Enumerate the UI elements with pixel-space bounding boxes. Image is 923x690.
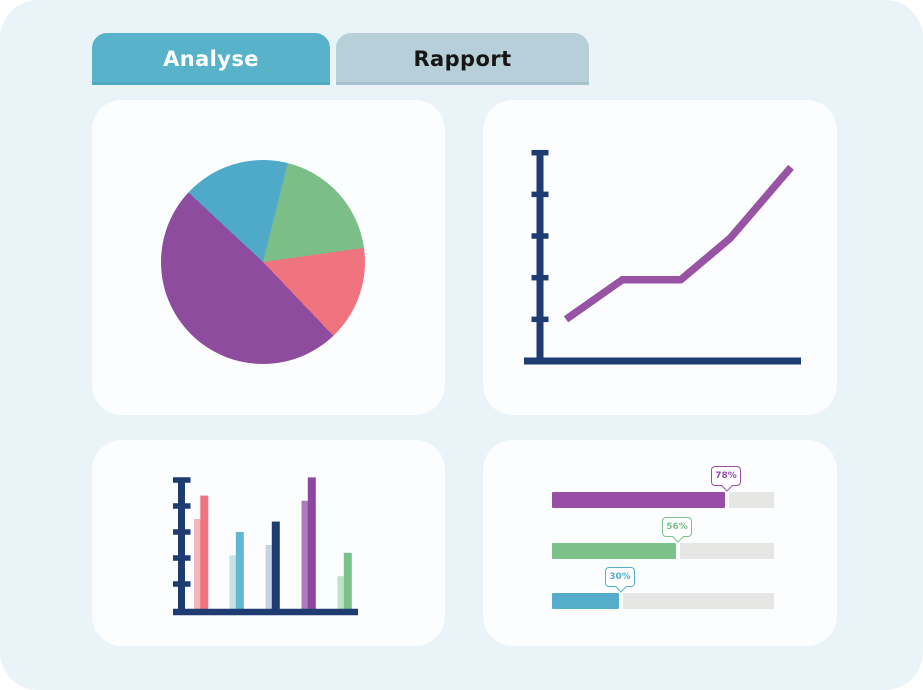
bar-dark: [271, 521, 280, 612]
bar-light: [301, 500, 310, 612]
y-axis-tick: [173, 529, 191, 535]
progress-remainder: [680, 543, 774, 559]
progress-fill: [552, 543, 676, 559]
tooltip-pointer-icon: [671, 530, 684, 543]
y-axis-tick: [531, 316, 549, 323]
bar-light: [337, 576, 346, 612]
tab-analyse-label: Analyse: [163, 47, 259, 71]
line-chart: [524, 149, 801, 365]
y-axis-tick: [531, 149, 549, 156]
y-axis-tick: [173, 581, 191, 587]
y-axis-tick: [531, 191, 549, 198]
line-series: [563, 164, 794, 323]
y-axis-tick: [173, 555, 191, 561]
pie-chart: [161, 160, 365, 364]
progress-remainder: [729, 492, 774, 508]
progress-track: [552, 492, 774, 508]
tab-analyse[interactable]: Analyse: [92, 33, 330, 85]
progress-value-tooltip: 30%: [605, 567, 635, 593]
progress-value-tooltip: 78%: [711, 466, 741, 492]
progress-track: [552, 543, 774, 559]
bar-dark: [235, 532, 244, 612]
progress-value-label: 30%: [609, 572, 631, 582]
progress-fill: [552, 593, 619, 609]
progress-remainder: [623, 593, 774, 609]
tooltip-pointer-icon: [614, 580, 627, 593]
bar-dark: [200, 495, 209, 612]
tooltip-pointer-icon: [720, 479, 733, 492]
tab-rapport[interactable]: Rapport: [336, 33, 589, 85]
progress-fill: [552, 492, 725, 508]
y-axis-tick: [531, 274, 549, 281]
progress-chart: 78% 56% 30%: [483, 440, 837, 646]
progress-panel: 78% 56% 30%: [483, 440, 837, 646]
progress-value-tooltip: 56%: [662, 517, 692, 543]
y-axis-tick: [531, 233, 549, 239]
bar-light: [229, 555, 238, 612]
pie-chart-panel: [92, 100, 445, 415]
line-chart-panel: [483, 100, 837, 415]
progress-value-label: 78%: [715, 471, 737, 481]
bar-chart: [173, 477, 358, 616]
y-axis-tick: [173, 477, 191, 483]
bar-dark: [343, 552, 352, 612]
progress-track: [552, 593, 774, 609]
bar-light: [194, 519, 202, 612]
progress-value-label: 56%: [666, 522, 688, 532]
bar-chart-panel: [92, 440, 445, 646]
bar-dark: [307, 477, 316, 612]
tab-rapport-label: Rapport: [413, 47, 512, 71]
bar-light: [265, 545, 274, 612]
y-axis-tick: [173, 503, 191, 509]
